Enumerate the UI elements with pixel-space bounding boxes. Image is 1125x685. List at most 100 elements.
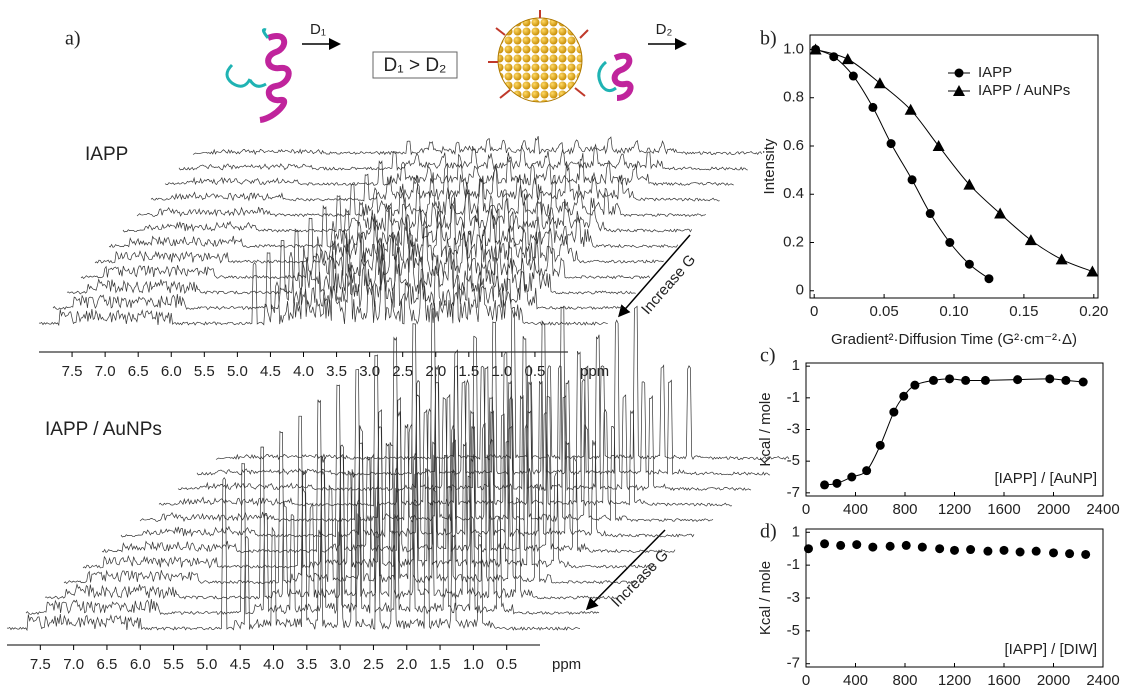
spectrum-trace: [196, 319, 771, 477]
data-point: [994, 207, 1007, 219]
x-tick-label: 4.0: [293, 363, 314, 380]
panel-label: c): [760, 345, 776, 367]
x-tick-label: 0.5: [496, 656, 517, 673]
x-tick-label: 0.20: [1079, 303, 1108, 320]
data-point: [928, 375, 938, 385]
protein-illustration: [225, 28, 292, 123]
y-tick-label: 0.4: [783, 185, 804, 202]
data-point: [963, 178, 976, 190]
panel-label: d): [760, 521, 777, 543]
x-tick-label: 3.5: [326, 363, 347, 380]
y-tick-label: 0: [796, 282, 804, 299]
spectrum-title: IAPP: [85, 144, 128, 165]
fit-line: [815, 48, 1093, 272]
spectrum-trace: [52, 231, 622, 311]
legend-marker: [953, 85, 965, 96]
spectrum-trace: [136, 172, 706, 218]
x-tick-label: 2.5: [392, 363, 413, 380]
data-point: [966, 545, 976, 555]
annotation: [IAPP] / [DIW]: [1004, 641, 1097, 658]
x-tick-label: 2.5: [363, 656, 384, 673]
data-point: [901, 540, 911, 550]
spectrum-trace: [44, 442, 619, 601]
x-tick-label: 7.0: [95, 363, 116, 380]
y-tick-label: 1: [792, 357, 800, 374]
y-axis-label: Kcal / mole: [757, 392, 774, 466]
x-tick-label: 0.10: [939, 303, 968, 320]
spectrum-trace: [82, 408, 657, 570]
y-tick-label: 1: [792, 523, 800, 540]
data-point: [999, 545, 1009, 555]
y-tick-label: -3: [787, 420, 800, 437]
spectrum-trace: [101, 393, 676, 554]
x-tick-label: 2000: [1037, 672, 1070, 685]
data-point: [852, 540, 862, 550]
d2-label: D₂: [656, 21, 673, 38]
fit-line: [824, 378, 1084, 486]
data-point: [1031, 546, 1041, 556]
x-tick-label: 4.5: [260, 363, 281, 380]
spectrum-title: IAPP / AuNPs: [45, 419, 162, 440]
legend-label: IAPP / AuNPs: [978, 82, 1070, 99]
data-point: [945, 374, 955, 384]
spectrum-trace: [150, 163, 720, 202]
spectrum-trace: [215, 305, 790, 461]
data-point: [1015, 547, 1025, 557]
data-point: [907, 175, 917, 185]
x-tick-label: 3.0: [330, 656, 351, 673]
data-point: [964, 259, 974, 269]
data-point: [820, 539, 830, 549]
data-point: [1061, 375, 1071, 385]
data-point: [899, 391, 909, 401]
x-axis-label: ppm: [552, 656, 581, 673]
x-tick-label: 1.0: [463, 656, 484, 673]
x-tick-label: 1600: [987, 672, 1020, 685]
data-point: [1024, 234, 1037, 246]
data-point: [1065, 549, 1075, 559]
x-tick-label: 4.5: [230, 656, 251, 673]
x-tick-label: 3.5: [296, 656, 317, 673]
x-tick-label: 7.5: [30, 656, 51, 673]
spectrum-trace: [158, 349, 733, 507]
data-point: [875, 440, 885, 450]
data-point: [961, 375, 971, 385]
x-tick-label: 0: [802, 672, 810, 685]
spectrum-trace: [25, 453, 600, 616]
y-tick-label: -3: [787, 589, 800, 606]
data-point: [862, 466, 872, 476]
panel-label: b): [760, 28, 777, 50]
y-tick-label: -7: [787, 655, 800, 672]
x-tick-label: 800: [892, 672, 917, 685]
data-point: [1049, 548, 1058, 558]
nanoparticle-illustration: [488, 10, 634, 103]
x-tick-label: 1.0: [491, 363, 512, 380]
x-tick-label: 1.5: [458, 363, 479, 380]
spectrum-trace: [177, 334, 752, 492]
data-point: [803, 544, 813, 554]
data-point: [917, 542, 927, 552]
data-point: [886, 139, 896, 149]
y-axis-label: Kcal / mole: [757, 561, 774, 635]
x-tick-label: 6.0: [130, 656, 151, 673]
spectrum-trace: [120, 379, 695, 538]
x-tick-label: 800: [892, 501, 917, 518]
increase-arrow: [618, 234, 691, 318]
data-point: [1013, 375, 1023, 385]
x-tick-label: 0.05: [869, 303, 898, 320]
x-tick-label: 6.5: [128, 363, 149, 380]
x-tick-label: 0: [810, 303, 818, 320]
x-tick-label: 400: [843, 501, 868, 518]
spectrum-trace: [38, 237, 608, 327]
x-tick-label: 0.15: [1009, 303, 1038, 320]
x-tick-label: 1200: [938, 501, 971, 518]
data-point: [984, 274, 994, 284]
spectrum-trace: [6, 468, 581, 632]
legend-label: IAPP: [978, 64, 1012, 81]
x-tick-label: 4.0: [263, 656, 284, 673]
x-tick-label: 0: [802, 501, 810, 518]
data-point: [841, 53, 854, 65]
data-point: [820, 480, 830, 490]
data-point: [1086, 265, 1099, 277]
data-point: [868, 542, 878, 552]
data-point: [945, 238, 955, 248]
